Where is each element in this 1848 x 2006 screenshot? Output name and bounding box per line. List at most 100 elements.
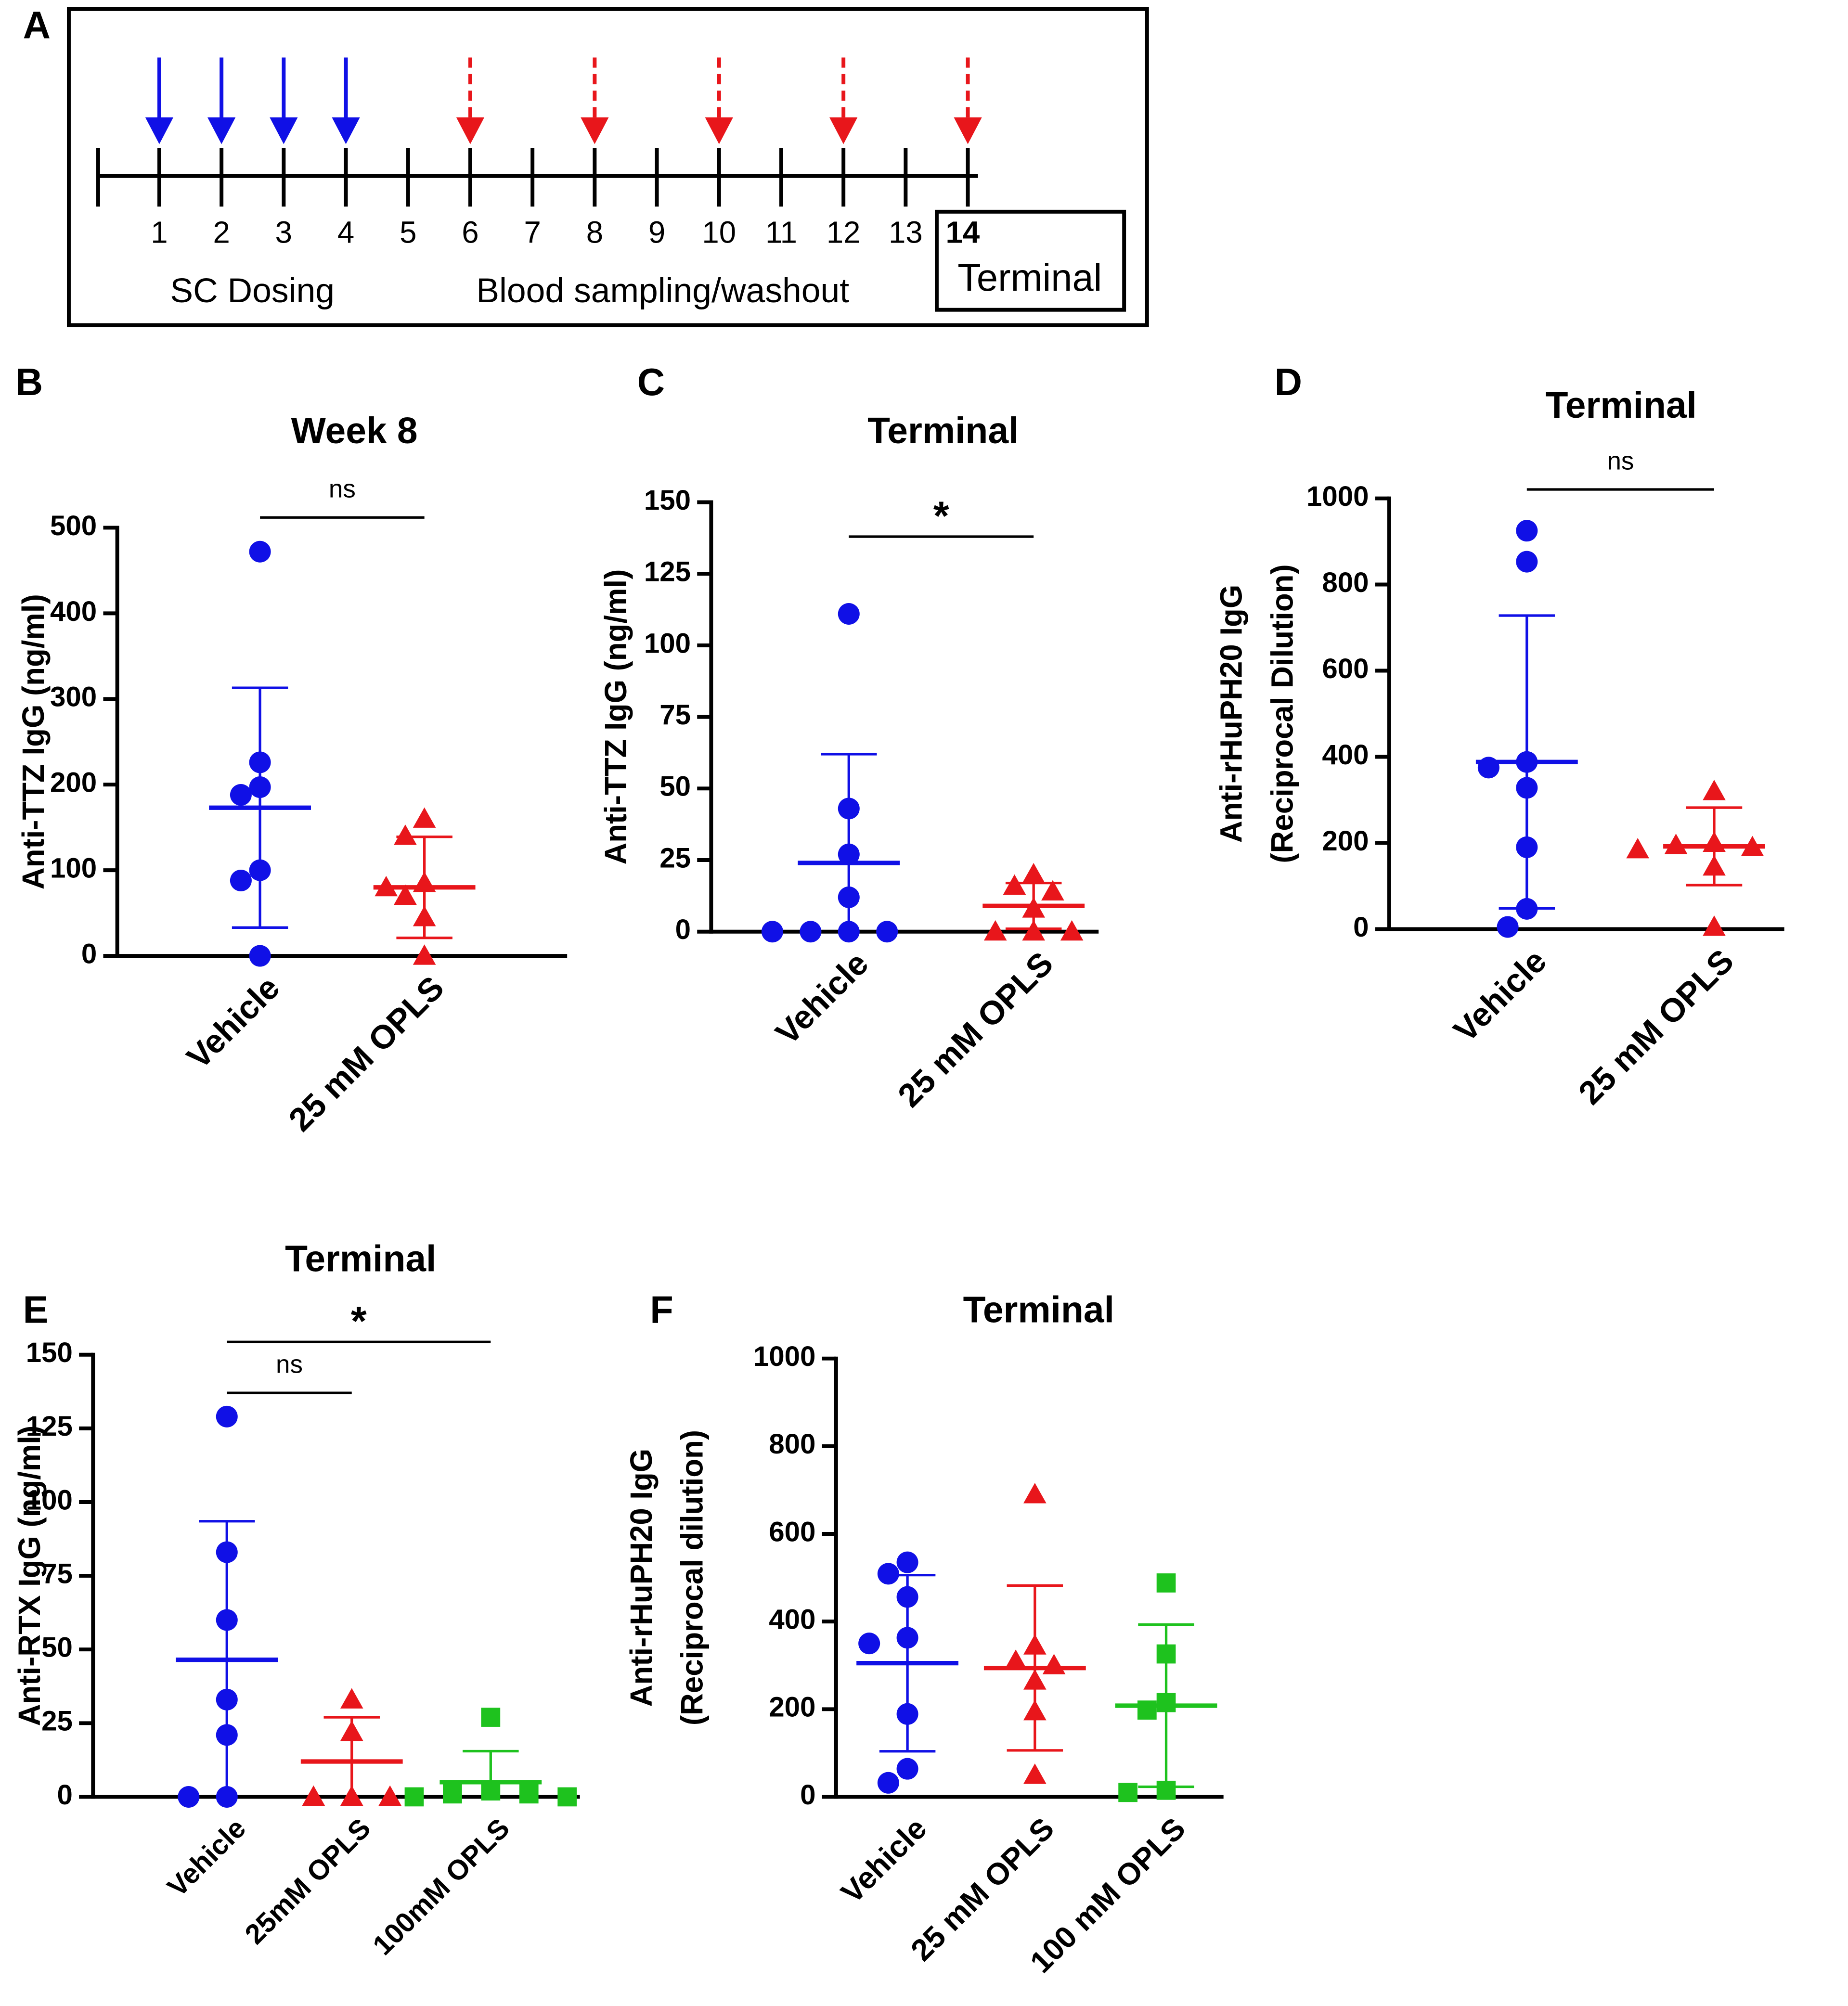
data-point — [1004, 1649, 1027, 1670]
data-point — [838, 921, 860, 943]
y-tick-label: 0 — [57, 1779, 73, 1811]
x-tick-label: 100mM OPLS — [367, 1813, 516, 1961]
data-point — [1023, 1483, 1047, 1504]
data-point — [1003, 874, 1026, 895]
y-tick-label: 50 — [659, 771, 691, 802]
data-point — [302, 1785, 325, 1806]
data-point — [1703, 780, 1726, 800]
data-point — [1516, 836, 1538, 858]
y-tick-label: 100 — [644, 628, 691, 659]
y-tick-label: 800 — [769, 1428, 815, 1460]
week-label: 2 — [213, 215, 230, 249]
data-point — [1042, 1654, 1066, 1674]
week-label: 12 — [827, 215, 861, 249]
week-label: 5 — [400, 215, 416, 249]
data-point — [1022, 862, 1046, 884]
data-point — [896, 1551, 918, 1573]
dosing-arrow-head — [207, 117, 236, 144]
data-point — [340, 1688, 363, 1709]
y-tick-label: 0 — [81, 938, 97, 969]
x-tick-label: Vehicle — [180, 969, 286, 1076]
data-point — [1156, 1644, 1176, 1664]
y-tick-label: 1000 — [753, 1341, 816, 1372]
x-tick-label: Vehicle — [768, 945, 875, 1052]
data-point — [1703, 855, 1726, 876]
data-point — [1041, 880, 1064, 900]
data-point — [216, 1724, 238, 1746]
y-tick-label: 50 — [41, 1632, 73, 1663]
data-point — [838, 843, 860, 865]
data-point — [1516, 898, 1538, 920]
data-point — [838, 886, 860, 908]
data-point — [230, 869, 252, 891]
data-point — [800, 921, 822, 943]
y-tick-label: 400 — [1322, 739, 1369, 771]
comparison-label: ns — [329, 475, 356, 503]
data-point — [1137, 1700, 1157, 1720]
x-tick-label: 25 mM OPLS — [891, 945, 1060, 1114]
panel-letter: A — [23, 4, 51, 47]
chart-title: Terminal — [1546, 385, 1697, 426]
chart-title: Week 8 — [291, 410, 417, 451]
y-tick-label: 0 — [800, 1779, 815, 1811]
data-point — [838, 797, 860, 820]
y-tick-label: 300 — [50, 682, 97, 713]
y-axis-label: (Reciprocal dilution) — [675, 1430, 710, 1725]
week-label: 3 — [275, 215, 292, 249]
week-label: 7 — [524, 215, 541, 249]
dosing-arrow-head — [332, 117, 360, 144]
panel-letter: F — [650, 1288, 673, 1331]
sampling-arrow-head — [829, 117, 858, 144]
data-point — [877, 1772, 899, 1794]
data-point — [1626, 838, 1649, 859]
data-point — [557, 1787, 577, 1807]
data-point — [178, 1786, 200, 1808]
dosing-arrow-head — [145, 117, 174, 144]
x-tick-label: 25mM OPLS — [239, 1813, 376, 1950]
y-axis-label: Anti-TTZ IgG (ng/ml) — [599, 569, 633, 865]
comparison-label: ns — [1607, 447, 1634, 475]
y-tick-label: 100 — [26, 1484, 73, 1516]
y-tick-label: 600 — [769, 1516, 815, 1547]
data-point — [876, 921, 898, 943]
week-label: 14 — [946, 215, 980, 249]
data-point — [443, 1784, 462, 1804]
y-axis-label: (Reciprocal Dilution) — [1266, 564, 1300, 863]
data-point — [896, 1627, 918, 1649]
data-point — [1664, 834, 1688, 854]
y-tick-label: 150 — [26, 1337, 73, 1368]
data-point — [983, 920, 1007, 941]
chart-title: Terminal — [285, 1238, 436, 1280]
week-label: 10 — [702, 215, 736, 249]
dosing-arrow-head — [270, 117, 298, 144]
data-point — [378, 1785, 401, 1806]
y-axis-label: Anti-rHuPH20 IgG — [624, 1449, 659, 1707]
sampling-arrow-head — [456, 117, 485, 144]
data-point — [481, 1781, 501, 1801]
y-tick-label: 600 — [1322, 653, 1369, 684]
data-point — [394, 824, 417, 845]
sampling-label: Blood sampling/washout — [476, 271, 849, 310]
data-point — [896, 1586, 918, 1608]
x-tick-label: 25 mM OPLS — [1571, 942, 1741, 1112]
timeline-frame — [66, 7, 1149, 327]
data-point — [1156, 1693, 1176, 1712]
sampling-arrow-head — [705, 117, 733, 144]
data-point — [896, 1703, 918, 1725]
data-point — [838, 603, 860, 625]
data-point — [1703, 831, 1726, 852]
week-label: 4 — [337, 215, 354, 249]
data-point — [216, 1609, 238, 1631]
data-point — [1023, 1763, 1047, 1784]
data-point — [413, 807, 436, 828]
y-tick-label: 0 — [675, 914, 691, 945]
y-tick-label: 200 — [1322, 825, 1369, 857]
y-tick-label: 200 — [769, 1692, 815, 1723]
chart-title: Terminal — [867, 410, 1019, 451]
chart-title: Terminal — [963, 1289, 1114, 1331]
data-point — [216, 1405, 238, 1427]
x-tick-label: Vehicle — [835, 1811, 933, 1910]
data-point — [1516, 777, 1538, 799]
y-tick-label: 100 — [50, 853, 97, 884]
y-tick-label: 400 — [769, 1604, 815, 1635]
